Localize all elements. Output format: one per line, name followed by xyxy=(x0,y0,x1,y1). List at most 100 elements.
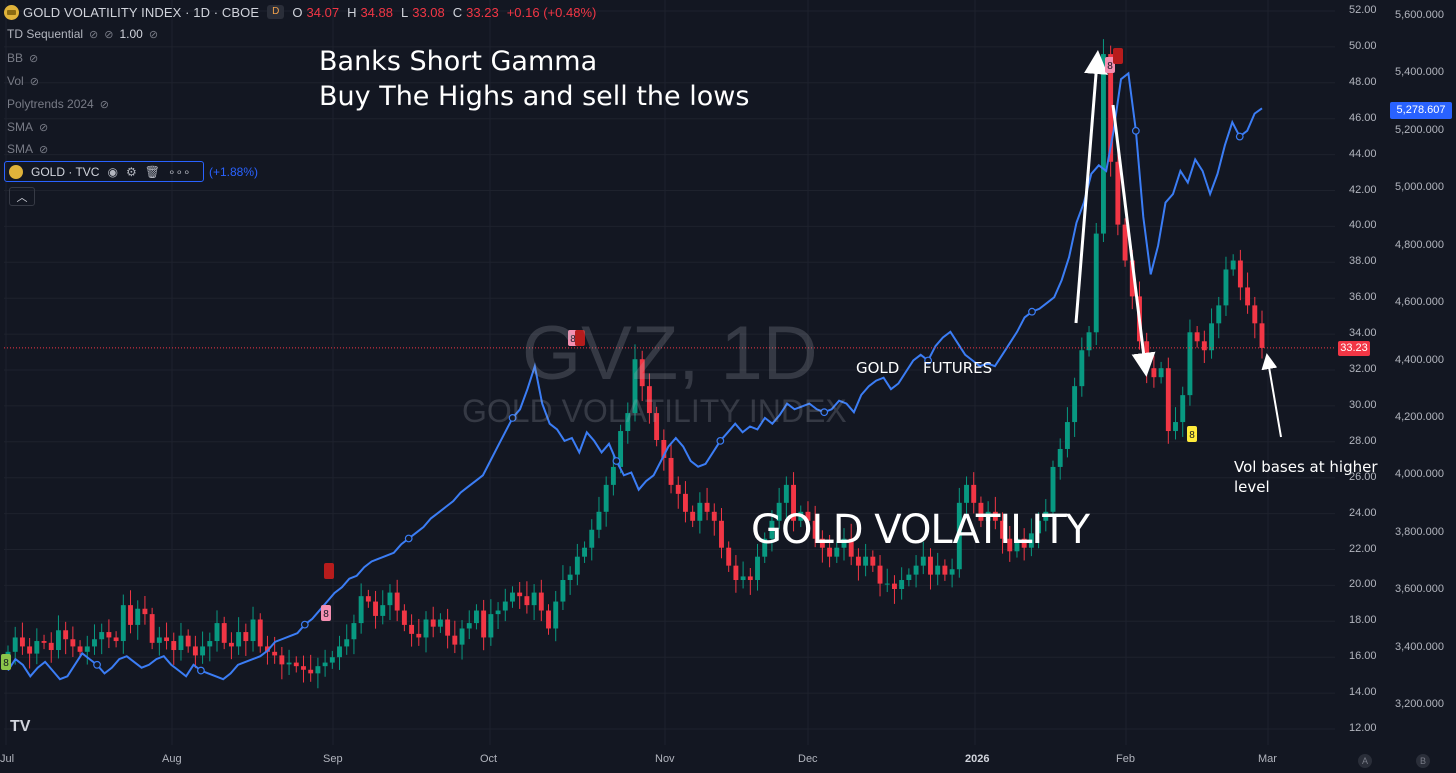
y-axis-tick-label: 26.00 xyxy=(1349,470,1377,483)
y2-axis-tick-label: 5,600.000 xyxy=(1395,9,1444,21)
polytrend-marker xyxy=(1131,126,1140,135)
candle-body xyxy=(264,646,270,652)
candle-body xyxy=(228,642,234,647)
candle-body xyxy=(812,520,818,539)
candle-body xyxy=(99,632,105,640)
annotation-gold-volatility: GOLD VOLATILITY xyxy=(751,507,1090,553)
trash-icon[interactable]: 🗑 xyxy=(144,164,160,179)
candle-body xyxy=(639,359,645,387)
indicator-sma-2[interactable]: SMA ⊘ xyxy=(7,142,48,156)
candle-body xyxy=(675,484,681,494)
candle-body xyxy=(747,576,753,581)
candle-body xyxy=(106,632,112,638)
candle-body xyxy=(819,538,825,548)
more-icon[interactable]: ∘∘∘ xyxy=(167,164,191,179)
collapse-legend-button[interactable]: ︿ xyxy=(9,187,35,206)
overlay-symbol-legend[interactable]: GOLD · TVC ◉ ⚙ 🗑 ∘∘∘ xyxy=(4,161,204,182)
y2-axis-tick-label: 4,600.000 xyxy=(1395,296,1444,309)
candle-body xyxy=(863,556,869,566)
candle-body xyxy=(1057,448,1063,467)
eye-off-icon[interactable]: ⊘ xyxy=(99,98,109,111)
candle-body xyxy=(473,610,479,624)
x-axis-tick-label: Mar xyxy=(1258,753,1277,765)
eye-off-icon[interactable]: ⊘ xyxy=(29,75,39,88)
candle-body xyxy=(34,641,40,654)
candle-body xyxy=(755,556,760,581)
eye-off-icon[interactable]: ⊘ xyxy=(39,121,49,134)
indicator-td-sequential[interactable]: TD Sequential ⊘ ⊘ 1.00 ⊘ xyxy=(7,27,158,41)
candle-body xyxy=(1122,224,1128,261)
candle-body xyxy=(495,610,501,615)
candle-body xyxy=(791,484,797,521)
candle-body xyxy=(1165,368,1171,432)
td-sequential-marker xyxy=(1,654,11,670)
candle-body xyxy=(1028,533,1034,548)
y-axis-tick-label: 50.00 xyxy=(1349,39,1377,52)
candle-body xyxy=(870,556,876,566)
y-axis-tick-label: 12.00 xyxy=(1349,722,1377,734)
candle-body xyxy=(913,565,919,575)
annotation-arrow xyxy=(1261,353,1282,438)
indicator-bb[interactable]: BB ⊘ xyxy=(7,51,38,65)
polytrend-marker xyxy=(300,620,309,629)
hidden-icon[interactable]: ⊘ xyxy=(148,28,159,41)
eye-off-icon[interactable]: ⊘ xyxy=(39,143,49,156)
candle-body xyxy=(1187,332,1193,396)
polytrend-marker xyxy=(93,660,101,669)
candle-body xyxy=(567,574,573,581)
candle-body xyxy=(63,630,69,640)
hidden-icon[interactable]: ⊘ xyxy=(104,28,114,41)
td-sequential-count: 8 xyxy=(570,334,576,345)
candle-body xyxy=(387,592,393,606)
b-button[interactable]: B xyxy=(1416,754,1430,768)
auto-scale-button[interactable]: A xyxy=(1358,754,1372,768)
indicator-polytrends[interactable]: Polytrends 2024 ⊘ xyxy=(7,97,109,111)
annotation-arrow xyxy=(1111,104,1156,377)
eye-icon[interactable]: ◉ xyxy=(107,164,118,179)
candle-body xyxy=(1129,260,1135,297)
td-sequential-count: 8 xyxy=(1189,430,1195,441)
candle-body xyxy=(538,592,544,611)
td-sequential-count: 8 xyxy=(1107,61,1113,72)
candle-body xyxy=(618,431,624,467)
polytrend-marker xyxy=(508,414,517,422)
td-sequential-marker xyxy=(575,330,585,346)
candle-body xyxy=(697,502,703,521)
indicator-sma-1[interactable]: SMA ⊘ xyxy=(7,120,48,134)
candle-body xyxy=(394,592,400,611)
x-axis-tick-label: 2026 xyxy=(965,753,990,765)
indicator-name: Polytrends 2024 xyxy=(7,97,94,111)
symbol-title[interactable]: GOLD VOLATILITY INDEX · 1D · CBOE xyxy=(23,4,260,20)
candle-body xyxy=(589,529,595,548)
candle-body xyxy=(1100,54,1106,234)
candle-body xyxy=(1086,332,1092,351)
candle-body xyxy=(243,632,249,642)
candle-body xyxy=(221,623,227,643)
candle-body xyxy=(445,619,451,636)
indicator-vol[interactable]: Vol ⊘ xyxy=(7,74,39,88)
candle-body xyxy=(798,511,804,521)
candle-body xyxy=(12,637,18,652)
candle-body xyxy=(546,610,551,629)
candle-body xyxy=(942,565,948,575)
tradingview-logo-icon[interactable]: TV xyxy=(10,718,31,735)
candle-body xyxy=(293,662,299,667)
settings-icon[interactable]: ⚙ xyxy=(125,164,137,179)
y-axis-tick-label: 22.00 xyxy=(1349,542,1377,555)
candle-body xyxy=(1007,538,1013,552)
indicator-value: 1.00 xyxy=(119,27,143,41)
eye-off-icon[interactable]: ⊘ xyxy=(29,52,39,65)
candle-body xyxy=(783,484,789,503)
annotation-vol-bases: Vol bases at higher level xyxy=(1234,458,1378,496)
candle-body xyxy=(409,624,415,634)
candle-body xyxy=(574,556,580,575)
polytrend-marker xyxy=(612,457,621,465)
market-status-badge[interactable]: D xyxy=(267,5,285,19)
candle-body xyxy=(48,642,54,651)
y-axis-tick-label: 42.00 xyxy=(1349,183,1377,196)
y-axis-tick-label: 46.00 xyxy=(1349,111,1377,124)
indicator-name: SMA xyxy=(7,120,34,134)
hidden-icon[interactable]: ⊘ xyxy=(89,28,99,41)
